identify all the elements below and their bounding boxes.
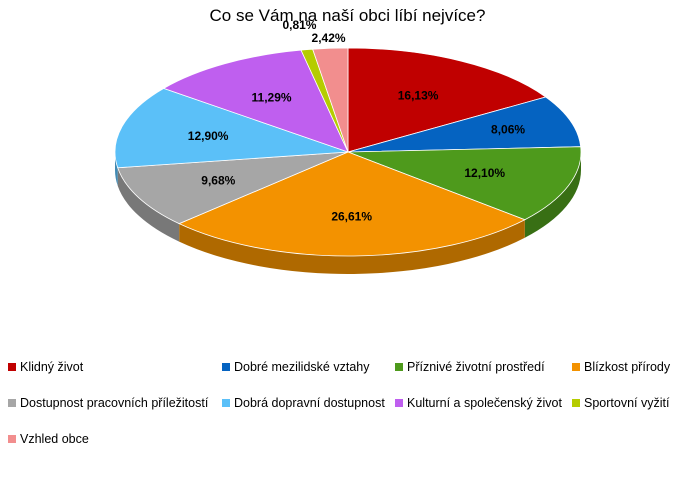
pie-slice-klidny-zivot [347,47,547,153]
data-label-priznive-zivotni-prostredi: 12,10% [464,166,505,180]
data-label-kulturni-a-spolecensky-zivot: 11,29% [252,90,292,104]
data-label-dostupnost-pracovnich-prilezitosti: 9,68% [201,173,235,187]
data-label-sportovni-vyziti: 0,81% [282,18,316,32]
data-label-blizkost-prirody: 26,61% [331,209,372,223]
pie-slice-priznive-zivotni-prostredi [347,146,582,221]
pie-slice-kulturni-a-spolecensky-zivot [162,49,349,153]
pie-slice-dobre-mezilidske-vztahy [347,96,582,153]
pie-slice-vzhled-obce [312,47,349,153]
data-label-vzhled-obce: 2,42% [312,31,346,45]
pie-slice-blizkost-prirody [178,151,526,257]
data-label-dobre-mezilidske-vztahy: 8,06% [491,123,525,137]
pie-side-blizkost-prirody [179,219,525,274]
data-label-klidny-zivot: 16,13% [398,89,439,103]
pie-side-dostupnost-pracovnich-prilezitosti [117,167,180,242]
data-label-dobra-dopravni-dostupnost: 12,90% [188,129,229,143]
pie-slice-dobra-dopravni-dostupnost [114,87,349,169]
pie-side-priznive-zivotni-prostredi [524,152,581,238]
pie-slice-dostupnost-pracovnich-prilezitosti [117,151,349,225]
chart-title: Co se Vám na naší obci líbí nejvíce? [209,6,486,25]
